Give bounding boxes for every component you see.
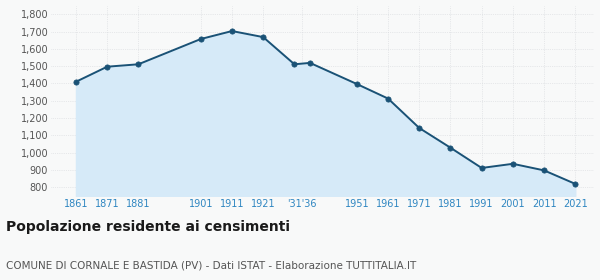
Text: Popolazione residente ai censimenti: Popolazione residente ai censimenti: [6, 220, 290, 234]
Text: COMUNE DI CORNALE E BASTIDA (PV) - Dati ISTAT - Elaborazione TUTTITALIA.IT: COMUNE DI CORNALE E BASTIDA (PV) - Dati …: [6, 261, 416, 271]
